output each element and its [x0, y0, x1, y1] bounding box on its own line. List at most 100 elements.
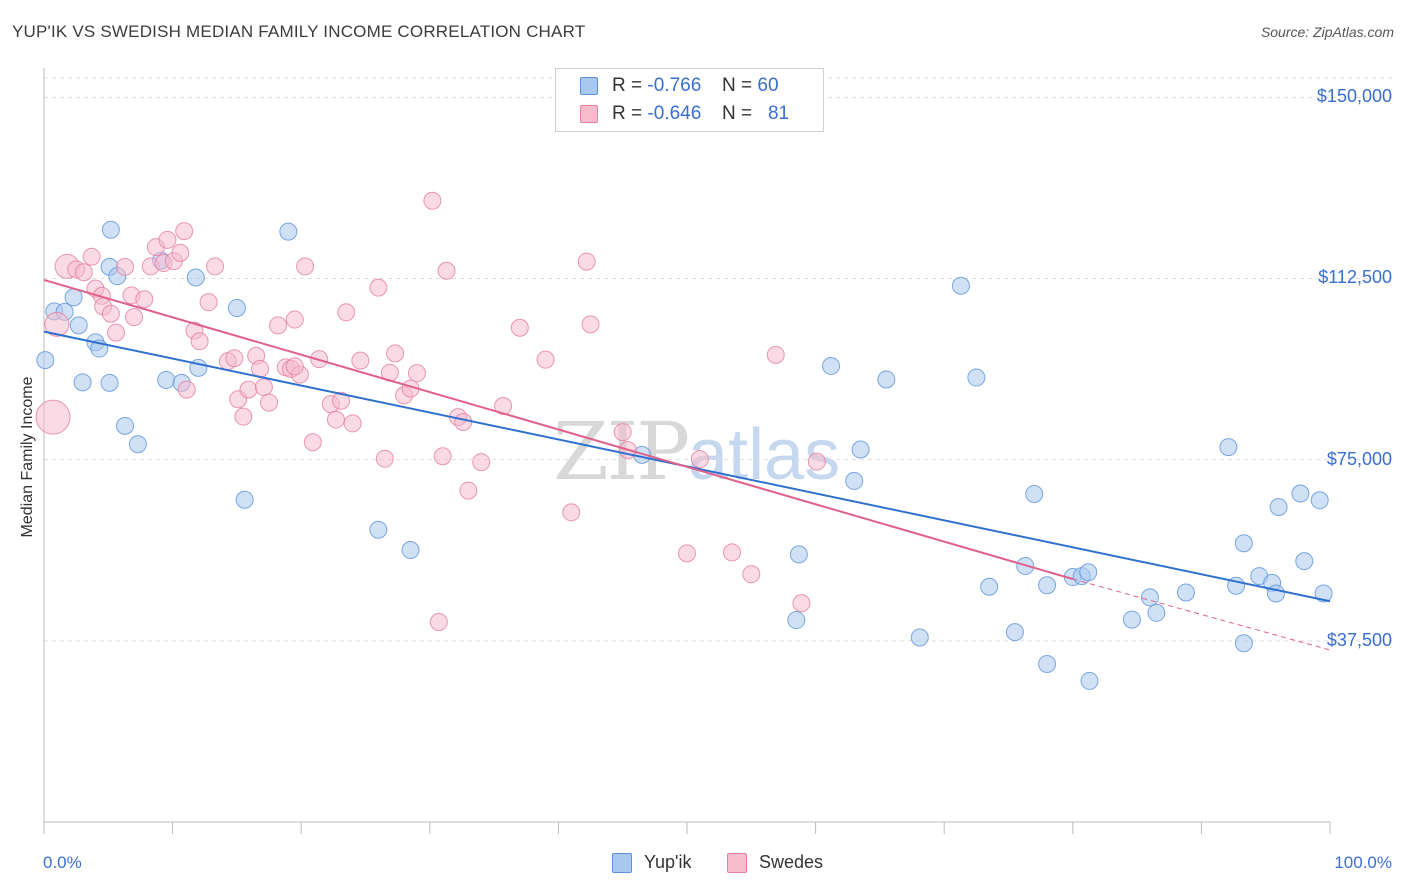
- data-point-yupik: [1147, 603, 1166, 622]
- data-point-swedes: [225, 349, 244, 368]
- data-point-swedes: [175, 222, 194, 241]
- legend-n-value: 60: [757, 75, 779, 96]
- data-point-yupik: [1005, 623, 1024, 642]
- data-point-swedes: [269, 316, 288, 335]
- legend-r-yupik: R = -0.766: [612, 75, 722, 97]
- data-point-swedes: [690, 450, 709, 469]
- bottom-legend-swedes: Swedes: [727, 852, 823, 873]
- data-point-swedes: [254, 378, 273, 397]
- data-point-swedes: [678, 544, 696, 563]
- legend-row-swedes: R = -0.646 N = 81: [580, 102, 789, 126]
- data-point-swedes: [303, 433, 322, 452]
- data-point-swedes: [158, 230, 177, 249]
- bottom-legend-label-yupik: Yup'ik: [644, 852, 692, 872]
- data-point-yupik: [967, 368, 986, 387]
- data-point-swedes: [369, 278, 388, 297]
- data-point-yupik: [789, 545, 808, 564]
- data-point-swedes: [239, 380, 258, 399]
- data-point-swedes: [792, 594, 811, 613]
- data-point-yupik: [1269, 498, 1288, 517]
- data-point-swedes: [433, 447, 452, 466]
- data-point-swedes: [386, 344, 405, 363]
- data-point-swedes: [101, 304, 120, 323]
- chart-title: YUP'IK VS SWEDISH MEDIAN FAMILY INCOME C…: [12, 22, 586, 41]
- data-point-yupik: [1038, 655, 1057, 674]
- x-tick-label-min: 0.0%: [43, 853, 82, 872]
- data-point-yupik: [1140, 588, 1159, 607]
- data-point-yupik: [980, 577, 999, 596]
- data-point-yupik: [369, 520, 388, 539]
- data-point-swedes: [206, 257, 225, 276]
- legend-swatch-yupik: [580, 77, 598, 95]
- legend-n-value: 81: [767, 103, 790, 124]
- data-point-yupik: [101, 220, 120, 239]
- data-point-swedes: [723, 543, 742, 562]
- data-point-yupik: [128, 435, 147, 454]
- x-tick-label-max: 100.0%: [1334, 853, 1392, 872]
- data-point-yupik: [1234, 634, 1253, 653]
- data-point-swedes: [337, 303, 356, 322]
- data-point-swedes: [459, 481, 478, 500]
- data-point-yupik: [1314, 584, 1333, 603]
- data-point-yupik: [64, 288, 83, 307]
- data-point-swedes: [135, 290, 154, 309]
- data-point-swedes: [494, 397, 513, 416]
- data-point-swedes: [171, 243, 190, 262]
- data-point-swedes: [190, 332, 209, 351]
- data-point-yupik: [157, 370, 176, 389]
- bottom-legend-swatch-swedes: [727, 852, 747, 873]
- data-point-swedes: [429, 612, 448, 631]
- data-point-yupik: [1025, 484, 1044, 503]
- data-point-yupik: [1295, 552, 1314, 571]
- data-point-swedes: [423, 191, 442, 210]
- data-point-yupik: [1266, 584, 1285, 603]
- data-point-swedes: [125, 308, 144, 327]
- data-point-swedes: [351, 351, 370, 370]
- data-point-swedes: [742, 565, 761, 584]
- data-point-yupik: [1291, 484, 1310, 503]
- legend-r-label: R =: [612, 75, 643, 96]
- legend-n-yupik: N = 60: [722, 75, 779, 97]
- data-point-yupik: [910, 628, 929, 647]
- data-point-swedes: [199, 293, 218, 312]
- data-point-yupik: [951, 276, 970, 295]
- data-point-swedes: [581, 315, 600, 334]
- data-point-swedes: [437, 261, 456, 280]
- legend-n-label: N =: [722, 103, 753, 124]
- legend-r-value: -0.646: [647, 103, 702, 124]
- data-point-swedes: [296, 257, 315, 276]
- data-point-yupik: [877, 370, 896, 389]
- data-point-swedes: [375, 449, 394, 468]
- data-point-swedes: [74, 263, 93, 282]
- data-point-swedes: [285, 357, 304, 376]
- data-point-swedes: [177, 380, 196, 399]
- data-point-swedes: [613, 423, 632, 442]
- legend-row-yupik: R = -0.766 N = 60: [580, 74, 779, 98]
- trend-line-swedes: [43, 278, 1074, 580]
- legend-n-label: N =: [722, 75, 753, 96]
- data-point-swedes: [234, 407, 253, 426]
- data-point-yupik: [1080, 671, 1099, 690]
- data-point-yupik: [69, 316, 88, 335]
- data-point-yupik: [1176, 583, 1195, 602]
- data-point-yupik: [116, 416, 135, 435]
- bottom-legend-yupik: Yup'ik: [612, 852, 691, 873]
- data-point-yupik: [1122, 610, 1141, 629]
- data-point-yupik: [401, 541, 420, 560]
- data-point-swedes: [807, 452, 826, 471]
- data-point-yupik: [1310, 491, 1329, 510]
- data-point-yupik: [227, 298, 246, 317]
- data-point-swedes: [326, 410, 345, 429]
- data-point-swedes: [472, 453, 491, 472]
- data-point-swedes: [454, 412, 473, 431]
- data-point-yupik: [822, 356, 841, 375]
- data-point-yupik: [1219, 438, 1238, 457]
- data-point-yupik: [1079, 563, 1098, 582]
- data-point-yupik: [845, 471, 864, 490]
- data-point-swedes: [116, 257, 135, 276]
- trend-line-extension-swedes: [1072, 578, 1331, 651]
- data-point-yupik: [235, 490, 254, 509]
- data-point-swedes: [343, 414, 362, 433]
- legend-n-swedes: N = 81: [722, 103, 789, 125]
- bottom-legend-label-swedes: Swedes: [759, 852, 824, 872]
